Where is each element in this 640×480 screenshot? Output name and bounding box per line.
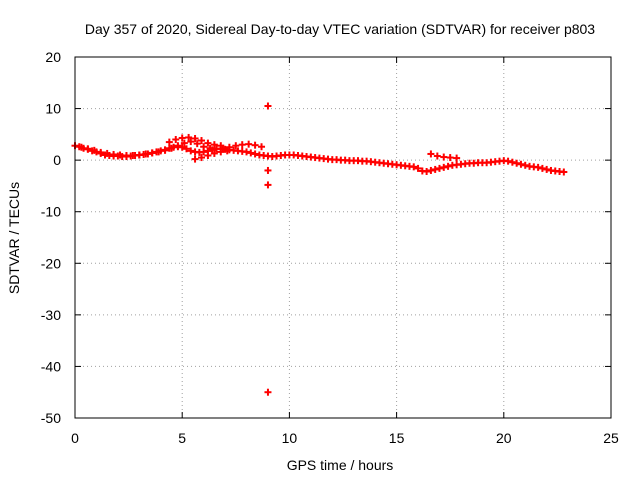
x-tick-label: 5 bbox=[178, 430, 186, 446]
data-point bbox=[264, 181, 272, 189]
data-point bbox=[440, 153, 448, 161]
data-point bbox=[423, 167, 431, 175]
y-tick-label: 10 bbox=[45, 101, 61, 117]
x-tick-label: 20 bbox=[496, 430, 512, 446]
data-point bbox=[245, 140, 253, 148]
data-point bbox=[167, 144, 175, 152]
data-point bbox=[187, 147, 195, 155]
data-point bbox=[197, 154, 205, 162]
tick-labels: 0 5 10 15 20 25 -50 -40 -30 -20 -10 0 10 20 bbox=[41, 49, 619, 446]
data-point bbox=[251, 150, 259, 158]
y-tick-label: -40 bbox=[41, 358, 61, 374]
data-point bbox=[517, 160, 525, 168]
data-point bbox=[191, 134, 199, 142]
data-point bbox=[543, 165, 551, 173]
data-point bbox=[431, 165, 439, 173]
y-tick-label: 20 bbox=[45, 49, 61, 65]
data-point bbox=[155, 148, 163, 156]
data-point bbox=[238, 141, 246, 149]
x-axis-label: GPS time / hours bbox=[287, 457, 394, 473]
data-point bbox=[264, 102, 272, 110]
data-point bbox=[232, 142, 240, 150]
data-point bbox=[142, 150, 150, 158]
data-point bbox=[225, 143, 233, 151]
data-point bbox=[178, 143, 186, 151]
data-point bbox=[560, 168, 568, 176]
data-point bbox=[217, 148, 225, 156]
plot-border bbox=[74, 56, 612, 419]
data-point bbox=[97, 148, 105, 156]
data-point bbox=[440, 163, 448, 171]
data-point bbox=[84, 145, 92, 153]
y-tick-label: 0 bbox=[53, 152, 61, 168]
data-point bbox=[513, 159, 521, 167]
data-point bbox=[453, 154, 461, 162]
data-point bbox=[247, 149, 255, 157]
data-point bbox=[191, 155, 199, 163]
data-point bbox=[193, 140, 201, 148]
data-point bbox=[213, 145, 221, 153]
data-point bbox=[414, 164, 422, 172]
data-point bbox=[148, 149, 156, 157]
data-point bbox=[187, 138, 195, 146]
data-point bbox=[251, 141, 259, 149]
chart-title: Day 357 of 2020, Sidereal Day-to-day VTE… bbox=[85, 21, 595, 37]
data-point bbox=[217, 142, 225, 150]
data-point bbox=[178, 134, 186, 142]
data-point bbox=[90, 146, 98, 154]
y-tick-label: -10 bbox=[41, 204, 61, 220]
data-point bbox=[508, 158, 516, 166]
data-point bbox=[174, 142, 182, 150]
data-point bbox=[427, 150, 435, 158]
data-point bbox=[204, 139, 212, 147]
data-point bbox=[210, 149, 218, 157]
data-point bbox=[504, 157, 512, 165]
data-point bbox=[258, 143, 266, 151]
data-point bbox=[161, 146, 169, 154]
data-point bbox=[444, 162, 452, 170]
data-point bbox=[433, 152, 441, 160]
x-tick-label: 15 bbox=[389, 430, 405, 446]
data-point bbox=[129, 152, 137, 160]
data-point bbox=[135, 151, 143, 159]
data-point bbox=[122, 152, 130, 160]
data-point bbox=[410, 163, 418, 171]
x-tick-label: 25 bbox=[603, 430, 619, 446]
y-tick-label: -50 bbox=[41, 410, 61, 426]
data-point bbox=[110, 150, 118, 158]
y-axis-label: SDTVAR / TECUs bbox=[6, 182, 22, 294]
data-points bbox=[71, 102, 568, 396]
y-tick-label: -30 bbox=[41, 307, 61, 323]
y-tick-label: -20 bbox=[41, 255, 61, 271]
data-point bbox=[77, 143, 85, 151]
x-tick-label: 10 bbox=[282, 430, 298, 446]
data-point bbox=[538, 164, 546, 172]
data-point bbox=[200, 143, 208, 151]
data-point bbox=[172, 136, 180, 144]
data-point bbox=[210, 141, 218, 149]
data-point bbox=[197, 137, 205, 145]
data-point bbox=[204, 152, 212, 160]
data-point bbox=[180, 139, 188, 147]
data-point bbox=[165, 138, 173, 146]
data-point bbox=[103, 149, 111, 157]
data-point bbox=[116, 151, 124, 159]
data-point bbox=[446, 154, 454, 162]
data-point bbox=[182, 145, 190, 153]
data-point bbox=[427, 166, 435, 174]
data-point bbox=[185, 133, 193, 141]
data-point bbox=[223, 147, 231, 155]
data-point bbox=[206, 144, 214, 152]
data-point bbox=[264, 166, 272, 174]
data-point bbox=[521, 161, 529, 169]
data-point bbox=[243, 148, 251, 156]
data-point bbox=[264, 388, 272, 396]
data-point bbox=[534, 163, 542, 171]
x-tick-label: 0 bbox=[71, 430, 79, 446]
data-point bbox=[435, 164, 443, 172]
